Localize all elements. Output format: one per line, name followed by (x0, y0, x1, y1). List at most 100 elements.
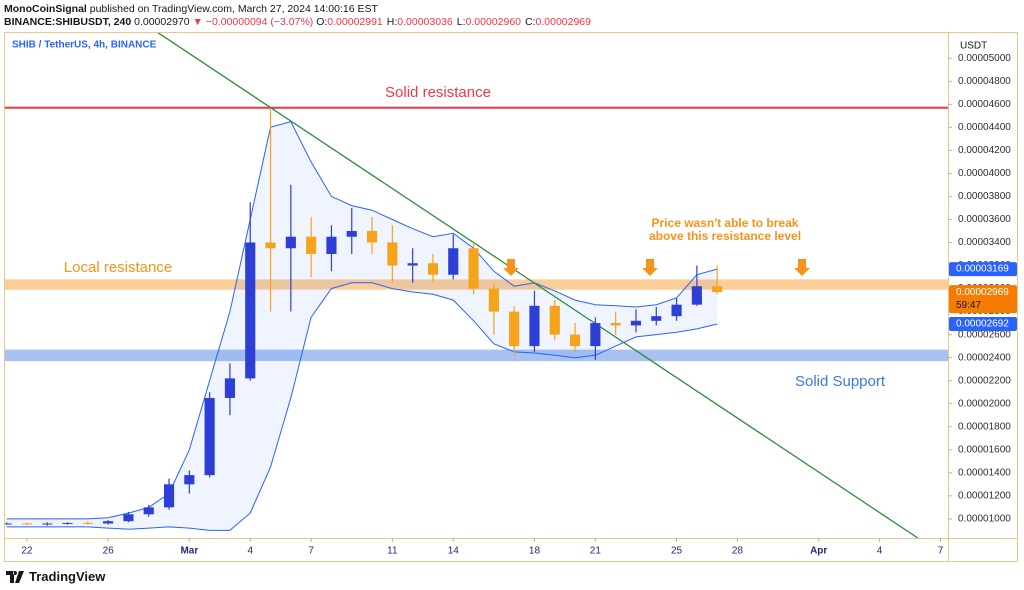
candle-body (42, 523, 53, 525)
candle-body (407, 263, 418, 266)
y-tick-label: 0.00004600 (958, 99, 1011, 110)
candle-body (610, 323, 621, 326)
candle-body (448, 248, 459, 275)
candle-body (143, 507, 154, 515)
y-tick-label: 0.00004000 (958, 168, 1011, 179)
level-label: Solid Support (795, 373, 886, 390)
band-fill (6, 121, 718, 531)
candle-body (671, 304, 682, 317)
price-label: 0.00003169 (956, 264, 1009, 275)
brand: TradingView (29, 569, 106, 584)
countdown: 59:47 (956, 300, 981, 311)
candle-body (488, 288, 499, 312)
y-tick-label: 0.00004800 (958, 76, 1011, 87)
x-tick-label: 4 (877, 546, 883, 557)
ohlc-value: 0.00003036 (397, 16, 453, 28)
published-info: published on TradingView.com, March 27, … (89, 3, 378, 15)
candle-body (529, 305, 540, 347)
candle-body (62, 522, 73, 524)
price-label-box (949, 317, 1017, 332)
x-tick-label: 21 (590, 546, 602, 557)
y-tick-label: 0.00001000 (958, 514, 1011, 525)
ohlc-key: O: (316, 16, 328, 28)
candle-body (5, 523, 12, 525)
ohlc-key: L: (456, 16, 466, 28)
trendline (157, 33, 919, 538)
chart-title: SHIB / TetherUS, 4h, BINANCE (12, 40, 157, 51)
arrow (503, 259, 519, 276)
y-tick-label: 0.00002400 (958, 352, 1011, 363)
candle-body (468, 248, 479, 289)
ohlc-value: 0.00002969 (535, 16, 591, 28)
y-tick-label: 0.00001200 (958, 490, 1011, 501)
overlay (503, 259, 810, 276)
change: −0.00000094 (−3.07%) (205, 16, 314, 28)
ohlc-key: C: (525, 16, 536, 28)
x-tick-label: 14 (448, 546, 460, 557)
level-band (5, 349, 948, 362)
level-label: Solid resistance (385, 84, 491, 101)
y-tick-label: 0.00003800 (958, 191, 1011, 202)
y-tick-label: 0.00002000 (958, 398, 1011, 409)
band-lower (6, 282, 718, 531)
candle-body (103, 521, 114, 524)
ohlc-value: 0.00002960 (465, 16, 522, 28)
price-label: 0.00002692 (956, 319, 1009, 330)
candle-body (387, 242, 398, 266)
y-tick-label: 0.00004200 (958, 145, 1011, 156)
plot-area (5, 33, 948, 538)
y-tick-label: 0.00004400 (958, 122, 1011, 133)
x-tick-label: 22 (21, 546, 33, 557)
candle-body (509, 311, 520, 347)
candle-body (569, 334, 581, 347)
price-label-box (949, 262, 1017, 277)
x-tick-label: 18 (529, 546, 541, 557)
x-tick-label: 26 (103, 546, 115, 557)
candle-body (184, 475, 195, 485)
x-tick-label: 11 (387, 546, 398, 557)
ohlc: O:0.00002991 H:0.00003036 L:0.00002960 C:0.… (316, 16, 595, 28)
price-label: 0.00002969 (956, 287, 1009, 298)
candle-body (691, 286, 702, 305)
candle-body (427, 263, 439, 275)
level-label: Local resistance (64, 259, 172, 276)
x-tick-label: 28 (732, 546, 744, 557)
candle-body (366, 230, 378, 243)
x-tick-label: 7 (938, 546, 944, 557)
x-tick-label: Mar (180, 546, 198, 557)
publisher-line: MonoCoinSignal published on TradingView.… (4, 3, 378, 15)
chart-frame (4, 32, 1018, 562)
price-label-box (949, 285, 1017, 314)
candle-body (651, 316, 662, 321)
arrow (794, 259, 810, 276)
chart: SHIB / TetherUS, 4h, BINANCE USDT 0.0000… (4, 32, 1018, 562)
x-tick-label: Apr (810, 546, 827, 557)
y-tick-label: 0.00001800 (958, 421, 1011, 432)
ohlc-key: H: (386, 16, 398, 28)
y-tick-label: 0.00001400 (958, 467, 1011, 478)
y-axis-unit: USDT (960, 41, 987, 52)
candle-body (326, 236, 337, 255)
footer: TradingView (6, 569, 105, 584)
candle-body (712, 286, 723, 293)
y-tick-label: 0.00005000 (958, 53, 1011, 64)
author: MonoCoinSignal (4, 3, 87, 15)
y-tick-label: 0.00002600 (958, 329, 1011, 340)
symbol: BINANCE:SHIBUSDT, 240 (4, 16, 132, 28)
annotation: above this resistance level (649, 229, 801, 243)
candle-body (21, 523, 33, 525)
candle-body (82, 522, 93, 524)
candle-body (245, 242, 256, 379)
candle-body (590, 323, 601, 347)
y-tick-label: 0.00001600 (958, 444, 1011, 455)
x-tick-label: 7 (308, 546, 314, 557)
direction: ▼ (192, 16, 203, 28)
annotation: Price wasn't able to break (652, 216, 799, 230)
y-tick-label: 0.00003600 (958, 214, 1011, 225)
candle-body (123, 514, 134, 522)
candle-body (346, 230, 357, 237)
ohlc-value: 0.00002991 (327, 16, 383, 28)
symbol-line: BINANCE:SHIBUSDT, 240 0.00002970 ▼ −0.00… (4, 16, 595, 28)
candle-body (224, 378, 236, 398)
